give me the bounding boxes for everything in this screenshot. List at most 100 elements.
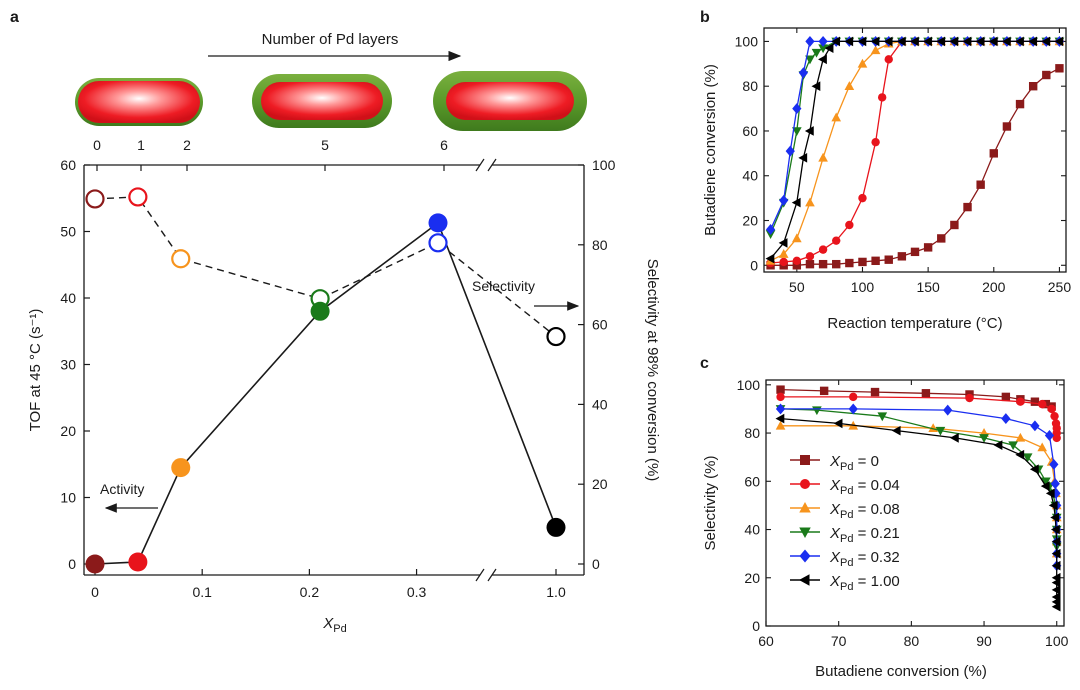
panel-a-x-tick-label: 1.0: [546, 584, 566, 600]
panel-c-x-axis-label: Butadiene conversion (%): [815, 663, 987, 680]
panel-a-y-right-tick-label: 60: [592, 317, 608, 333]
panel-c-series-line: [780, 408, 1058, 566]
legend-label: XPd = 0.21: [829, 525, 900, 545]
panel-c-point: [1037, 442, 1048, 452]
legend-marker: [799, 502, 811, 513]
panel-b-point: [975, 36, 985, 47]
panel-b-point: [785, 145, 795, 157]
panel-c-point: [1016, 397, 1025, 406]
panel-c-point: [1051, 560, 1061, 571]
panel-b-point: [798, 67, 809, 79]
panel-c-point: [1044, 430, 1055, 441]
panel-b-point: [937, 234, 946, 243]
panel-c-y-tick-label: 80: [744, 425, 760, 441]
panel-a-y-axis-label: TOF at 45 °C (s⁻¹): [27, 309, 44, 432]
panel-c-point: [1015, 449, 1025, 460]
chart-panel-c: 60 70 80 90 100 0 20 40 60 80 100 Butadiene convers…: [702, 377, 1069, 680]
panel-c-y-tick-label: 60: [744, 473, 760, 489]
panel-b-point: [870, 45, 881, 55]
panel-c-point: [1022, 453, 1033, 463]
legend-label: XPd = 0.04: [829, 477, 900, 497]
panel-b-point: [870, 36, 880, 47]
panel-c-y-tick-label: 40: [744, 522, 760, 538]
nanorod-thick-shell: [433, 71, 587, 131]
panel-b-point: [857, 36, 867, 47]
panel-c-point: [1040, 477, 1051, 487]
panel-b-point: [818, 35, 828, 47]
panel-b-point: [910, 247, 920, 257]
panel-a-y-right-tick-label: 100: [592, 157, 616, 173]
panel-a-selectivity-point: [171, 249, 191, 269]
panel-c-series-line: [780, 396, 1058, 438]
panel-b-point: [765, 253, 775, 264]
panel-b-point: [818, 152, 828, 162]
panel-b-y-tick-label: 40: [742, 168, 758, 184]
panel-a-y-tick-label: 30: [60, 357, 76, 373]
panel-c-point: [1030, 397, 1040, 406]
legend-marker: [799, 574, 810, 586]
panel-c-point: [1030, 420, 1040, 432]
panel-c-point: [775, 413, 785, 424]
panel-c-point: [1008, 441, 1018, 451]
panel-b-point: [1002, 122, 1012, 131]
panel-c-point: [819, 386, 829, 396]
panel-a-x-tick-label: 0: [91, 584, 99, 600]
panel-c-point: [1051, 601, 1061, 612]
panel-c-point: [1052, 433, 1061, 443]
panel-c-point: [993, 440, 1003, 450]
panel-c-x-tick-label: 70: [831, 633, 847, 649]
panel-b-point: [1042, 70, 1051, 80]
panel-c-frame: [765, 379, 1065, 627]
panel-c-point: [1037, 399, 1047, 409]
panel-b-point: [988, 36, 998, 47]
panel-b-x-tick-label: 100: [851, 279, 875, 295]
panel-c-point: [1050, 478, 1060, 490]
panel-c-point: [1050, 524, 1060, 535]
panel-a-annotation-activity: Activity: [100, 481, 144, 497]
panel-b-point: [805, 55, 815, 65]
panel-b-point: [832, 259, 841, 269]
nanorod-medium-shell: [252, 74, 392, 128]
panel-c-point: [849, 392, 858, 402]
panel-label-c: c: [700, 355, 709, 372]
panel-b-point: [858, 193, 867, 203]
panel-a-x-tick-label: 0.3: [407, 584, 427, 600]
panel-b-point: [1015, 36, 1024, 47]
panel-b-point: [909, 36, 919, 47]
panel-b-point: [818, 54, 827, 65]
panel-b-point: [923, 36, 932, 47]
legend-marker: [800, 479, 810, 489]
panel-b-point: [805, 259, 815, 269]
panel-c-point: [921, 389, 931, 398]
panel-b-point: [877, 93, 887, 102]
panel-b-series-line: [770, 67, 1060, 266]
panel-c-point: [1051, 487, 1061, 499]
panel-b-point: [1055, 64, 1064, 73]
panel-label-b: b: [700, 9, 710, 26]
panel-a-y-tick-label: 10: [60, 490, 76, 506]
panel-a-y-right-tick-label: 40: [592, 396, 608, 412]
panel-c-y-axis-label: Selectivity (%): [702, 455, 719, 550]
layer-tick-2: 2: [183, 137, 191, 153]
panel-a-y-tick-label: 20: [60, 423, 76, 439]
panel-b-point: [949, 36, 959, 47]
chart-panel-a: 0 10 20 30 40 50 60 0 20 40 60 80 100 0 0.1 0.2 0.3 1.0 XP…: [27, 157, 661, 635]
panel-b-frame: [763, 27, 1067, 273]
panel-c-point: [776, 385, 785, 394]
legend-label: XPd = 0: [829, 453, 879, 473]
panel-a-activity-line: [94, 221, 557, 565]
panel-b-point: [1028, 36, 1037, 47]
panel-b-point: [779, 194, 789, 206]
panel-label-a: a: [10, 9, 19, 26]
panel-c-x-tick-label: 90: [976, 633, 992, 649]
panel-c-series-line: [780, 408, 1058, 547]
panel-b-point: [791, 197, 801, 208]
panel-b-point: [792, 256, 802, 266]
panel-b-point: [779, 257, 788, 267]
panel-c-point: [870, 387, 880, 397]
panel-c-point: [1015, 432, 1026, 442]
panel-b-point: [844, 36, 854, 47]
panel-b-point: [871, 137, 880, 147]
panel-a-axis-break: [475, 158, 485, 172]
panel-c-legend: XPd = 0 XPd = 0.04 XPd = 0.08 XPd = 0.21 XPd…: [790, 453, 900, 593]
